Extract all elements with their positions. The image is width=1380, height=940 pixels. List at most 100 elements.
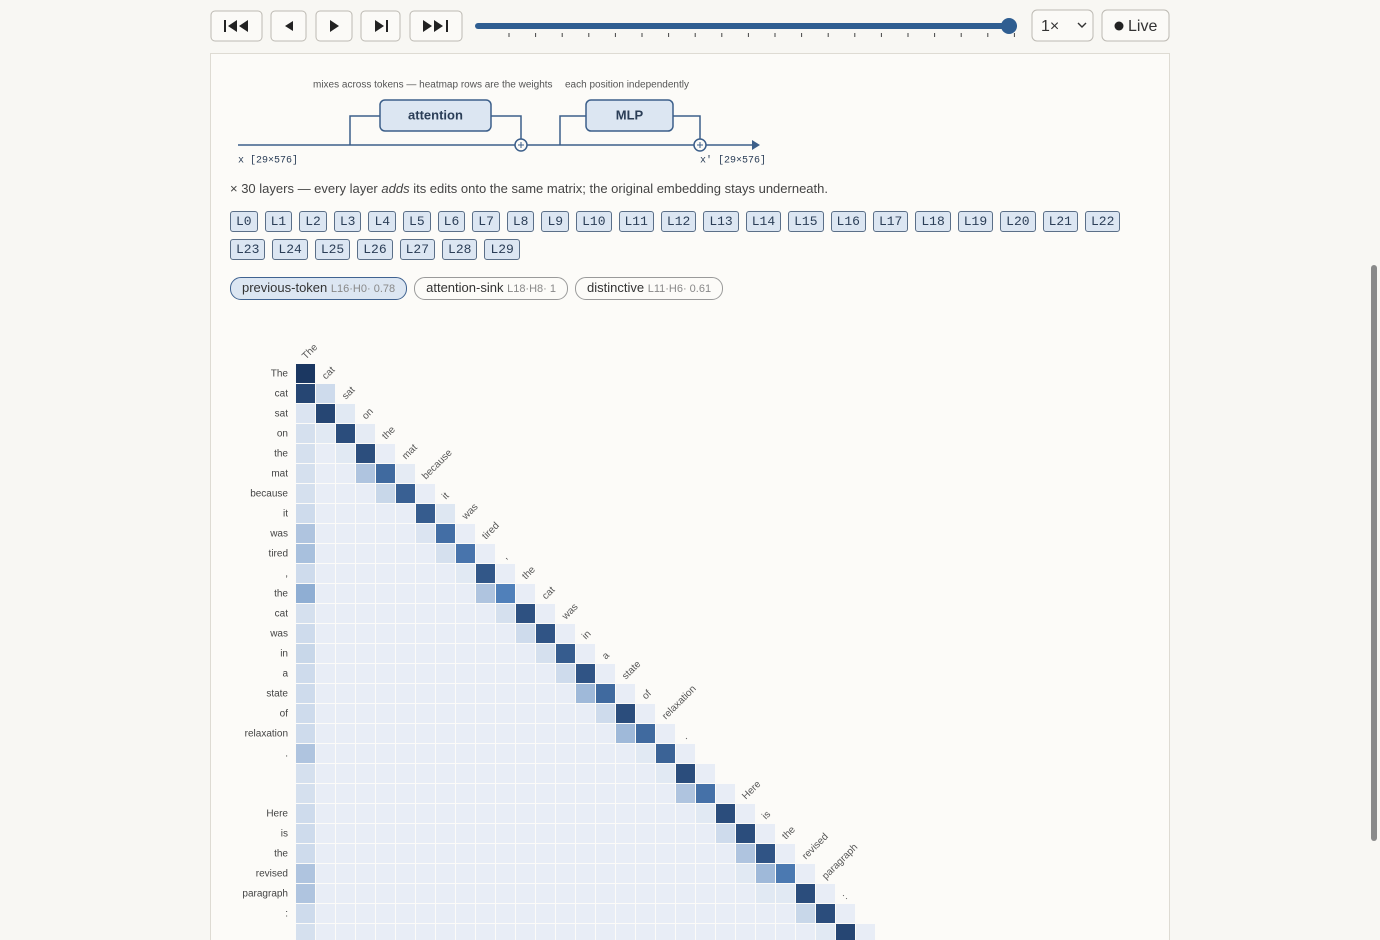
heat-cell xyxy=(476,764,495,783)
layer-button[interactable]: L28 xyxy=(442,239,478,260)
heat-cell xyxy=(556,624,575,643)
layer-button[interactable]: L23 xyxy=(230,239,266,260)
layer-button[interactable]: L18 xyxy=(915,211,951,232)
heat-cell xyxy=(816,924,835,940)
layer-button[interactable]: L24 xyxy=(272,239,308,260)
heat-cell xyxy=(296,404,315,423)
heat-cell xyxy=(456,664,475,683)
heat-cell xyxy=(516,664,535,683)
heat-cell xyxy=(416,904,435,923)
heat-cell xyxy=(576,904,595,923)
play-button[interactable] xyxy=(315,10,353,42)
layer-button[interactable]: L20 xyxy=(1000,211,1036,232)
layer-button[interactable]: L25 xyxy=(314,239,351,260)
heat-cell xyxy=(456,604,475,623)
layer-button[interactable]: L6 xyxy=(437,211,466,232)
heat-cell xyxy=(376,884,395,903)
last-button[interactable] xyxy=(409,10,463,42)
heat-cell xyxy=(436,704,455,723)
heat-cell xyxy=(376,484,395,503)
layer-button[interactable]: L22 xyxy=(1084,211,1121,232)
heat-cell xyxy=(396,604,415,623)
layer-button[interactable]: L13 xyxy=(703,211,739,232)
heat-cell xyxy=(336,724,355,743)
heat-cell xyxy=(376,624,395,643)
layer-button[interactable]: L26 xyxy=(357,239,393,260)
layer-button[interactable]: L16 xyxy=(830,211,866,232)
layer-button[interactable]: L4 xyxy=(368,211,397,232)
layer-button[interactable]: L2 xyxy=(299,211,327,232)
column-label: it xyxy=(440,491,451,502)
heat-cell xyxy=(636,744,655,763)
layer-button[interactable]: L5 xyxy=(403,211,431,232)
heat-cell xyxy=(676,884,695,903)
heat-cell xyxy=(376,664,395,683)
heat-cell xyxy=(316,544,335,563)
heat-cell xyxy=(356,704,375,723)
heat-cell xyxy=(716,804,735,823)
heat-cell xyxy=(296,684,315,703)
layer-button[interactable]: L21 xyxy=(1042,211,1078,232)
speed-label: 1× xyxy=(1041,18,1059,35)
heat-cell xyxy=(356,644,375,663)
heat-cell xyxy=(416,724,435,743)
head-chip[interactable]: distinctive L11·H6· 0.61 xyxy=(575,277,724,300)
layer-button[interactable]: L27 xyxy=(399,239,436,260)
heat-cell xyxy=(396,684,415,703)
scrollbar[interactable] xyxy=(1371,265,1377,841)
heat-cell xyxy=(296,384,315,403)
layer-button[interactable]: L12 xyxy=(660,211,697,232)
heat-cell xyxy=(396,904,415,923)
live-button[interactable]: Live xyxy=(1101,9,1170,42)
speed-select[interactable]: 1× xyxy=(1031,9,1094,42)
column-label: the xyxy=(520,564,538,582)
layer-button[interactable]: L7 xyxy=(472,211,500,232)
first-button[interactable] xyxy=(210,10,263,42)
heat-cell xyxy=(596,844,615,863)
layer-button[interactable]: L15 xyxy=(788,211,824,232)
step-end-button[interactable] xyxy=(360,10,401,42)
head-chip[interactable]: previous-token L16·H0· 0.78 xyxy=(230,277,408,300)
layer-button[interactable]: L8 xyxy=(506,211,535,232)
slider[interactable] xyxy=(475,18,1017,37)
heat-cell xyxy=(316,724,335,743)
heat-cell xyxy=(636,864,655,883)
head-chip[interactable]: attention-sink L18·H8· 1 xyxy=(414,277,568,300)
layer-button[interactable]: L3 xyxy=(333,211,362,232)
layer-button[interactable]: L10 xyxy=(576,211,612,232)
heat-cell xyxy=(296,564,315,583)
heat-cell xyxy=(616,924,635,940)
heat-cell xyxy=(616,724,635,743)
heat-cell xyxy=(656,884,675,903)
heat-cell xyxy=(676,764,695,783)
layer-button[interactable]: L19 xyxy=(957,211,994,232)
heat-cell xyxy=(636,884,655,903)
heat-cell xyxy=(696,804,715,823)
heat-cell xyxy=(696,824,715,843)
heat-cell xyxy=(616,764,635,783)
layer-button[interactable]: L1 xyxy=(264,211,293,232)
heat-cell xyxy=(616,744,635,763)
layer-button[interactable]: L14 xyxy=(745,211,782,232)
layer-button[interactable]: L9 xyxy=(541,211,570,232)
heat-cell xyxy=(556,644,575,663)
heat-cell xyxy=(696,844,715,863)
heat-cell xyxy=(376,764,395,783)
caption-emphasis: adds xyxy=(381,181,410,196)
column-label: is xyxy=(760,809,773,822)
heat-cell xyxy=(716,884,735,903)
heat-cell xyxy=(716,784,735,803)
layer-button[interactable]: L11 xyxy=(618,211,654,232)
prev-button[interactable] xyxy=(270,10,307,42)
heat-cell xyxy=(536,704,555,723)
layer-button[interactable]: L0 xyxy=(230,211,258,232)
column-label: relaxation xyxy=(660,684,698,722)
heat-cell xyxy=(396,644,415,663)
heat-cell xyxy=(656,784,675,803)
heat-cell xyxy=(316,604,335,623)
layer-button[interactable]: L17 xyxy=(872,211,909,232)
heat-cell xyxy=(576,724,595,743)
layer-button[interactable]: L29 xyxy=(484,239,520,260)
heat-cell xyxy=(656,824,675,843)
heat-cell xyxy=(636,824,655,843)
